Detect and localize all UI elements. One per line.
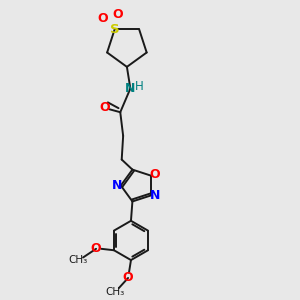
Text: N: N (150, 189, 160, 202)
Text: O: O (149, 168, 160, 181)
Text: N: N (112, 179, 122, 192)
Text: CH₃: CH₃ (106, 287, 125, 297)
Text: O: O (99, 101, 110, 114)
Text: O: O (97, 12, 108, 25)
Text: S: S (110, 23, 119, 36)
Text: O: O (123, 272, 134, 284)
Text: CH₃: CH₃ (68, 255, 88, 265)
Text: O: O (113, 8, 124, 21)
Text: O: O (91, 242, 101, 255)
Text: N: N (125, 82, 136, 95)
Text: H: H (135, 80, 144, 93)
